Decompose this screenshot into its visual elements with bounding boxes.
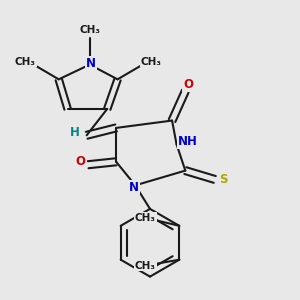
Text: CH₃: CH₃ xyxy=(135,261,156,271)
Text: CH₃: CH₃ xyxy=(15,57,36,67)
Text: O: O xyxy=(76,155,86,168)
Text: H: H xyxy=(69,126,79,140)
Text: CH₃: CH₃ xyxy=(141,57,162,67)
Text: O: O xyxy=(183,78,193,91)
Text: N: N xyxy=(129,181,139,194)
Text: S: S xyxy=(219,173,227,186)
Text: NH: NH xyxy=(178,135,198,148)
Text: CH₃: CH₃ xyxy=(135,213,156,223)
Text: N: N xyxy=(86,57,96,70)
Text: CH₃: CH₃ xyxy=(79,25,100,35)
